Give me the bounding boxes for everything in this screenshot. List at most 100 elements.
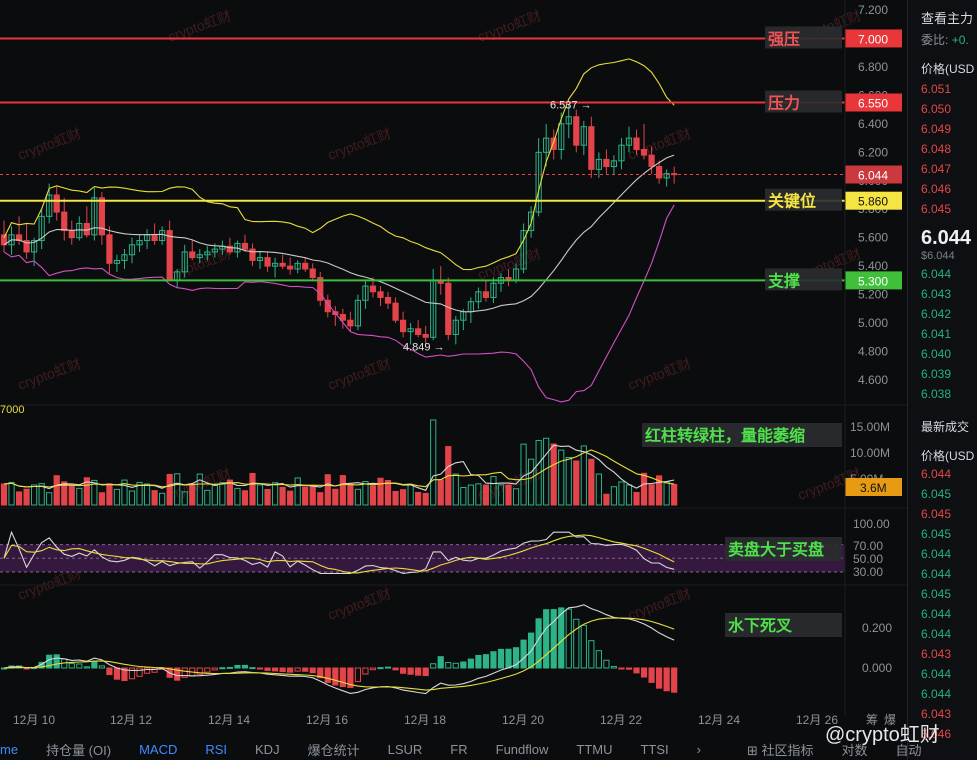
tab-2[interactable]: MACD	[139, 741, 178, 757]
bids-row[interactable]: 6.039	[921, 367, 952, 381]
candle-body	[656, 166, 663, 179]
low-marker: 4.849 →	[403, 342, 445, 354]
asks-row[interactable]: 6.045	[921, 202, 952, 216]
candle-body	[573, 116, 580, 146]
book-title[interactable]: 查看主力	[921, 11, 974, 26]
community-indicators-button[interactable]: ⊞ 社区指标	[747, 742, 814, 758]
macd-bar	[98, 665, 105, 669]
candle-body	[640, 148, 648, 156]
tab-9[interactable]: TTMU	[576, 741, 613, 757]
trades-row[interactable]: 6.045	[921, 527, 952, 541]
trades-row[interactable]: 6.044	[921, 627, 952, 641]
tabs-more-icon[interactable]: ›	[696, 741, 701, 757]
volume-bar	[287, 490, 294, 506]
log-scale-button[interactable]: 对数	[841, 742, 868, 758]
tab-0[interactable]: me	[0, 741, 19, 757]
trades-row[interactable]: 6.044	[921, 567, 952, 581]
tab-10[interactable]: TTSI	[640, 741, 669, 757]
auto-scale-button[interactable]: 自动	[895, 742, 922, 758]
macd-bar	[550, 609, 557, 669]
tab-1[interactable]: 持仓量 (OI)	[46, 742, 112, 758]
side-button: 筹	[866, 713, 878, 727]
asks-row[interactable]: 6.046	[921, 182, 952, 196]
volume-bar	[0, 483, 8, 506]
tab-3[interactable]: RSI	[205, 741, 228, 757]
volume-bar	[189, 484, 196, 506]
last-price-usd: $6.044	[921, 250, 955, 262]
asks-list: 6.051 6.050 6.049 6.048 6.047 6.046 6.045	[908, 79, 977, 219]
tab-8[interactable]: Fundflow	[495, 741, 549, 757]
bids-row[interactable]: 6.041	[921, 327, 952, 341]
macd-bar	[113, 667, 121, 680]
bids-row[interactable]: 6.042	[921, 307, 952, 321]
bids-row[interactable]: 6.040	[921, 347, 952, 361]
ratio-label: 委比:	[921, 33, 949, 47]
asks-row[interactable]: 6.048	[921, 142, 952, 156]
candle-body	[580, 126, 587, 146]
volume-bar	[151, 490, 158, 506]
price-axis-label: 6.400	[858, 117, 888, 131]
volume-axis-label: 15.00M	[850, 420, 890, 434]
candle-body	[302, 262, 309, 270]
trades-row[interactable]: 6.043	[921, 707, 952, 721]
asks-row[interactable]: 6.049	[921, 122, 952, 136]
volume-bar	[174, 473, 181, 506]
volume-bar	[106, 483, 113, 506]
date-axis-label: 12月 22	[600, 713, 642, 727]
macd-bar	[656, 667, 663, 689]
trades-row[interactable]: 6.044	[921, 687, 952, 701]
volume-bar	[324, 474, 331, 506]
tab-5[interactable]: 爆仓统计	[307, 742, 360, 758]
bids-row[interactable]: 6.044	[921, 267, 952, 281]
macd-bar	[219, 667, 226, 670]
volume-bar	[128, 490, 136, 506]
candle-body	[31, 240, 38, 253]
volume-bar	[83, 477, 90, 506]
asks-row[interactable]: 6.047	[921, 162, 952, 176]
candle-body	[324, 299, 331, 313]
rsi-axis-label: 100.00	[853, 517, 890, 531]
candle-body	[399, 319, 407, 333]
trades-row[interactable]: 6.046	[921, 727, 952, 741]
rsi-note: 卖盘大于买盘	[728, 540, 824, 559]
bids-row[interactable]: 6.043	[921, 287, 952, 301]
volume-bar	[580, 445, 587, 506]
macd-bar	[332, 667, 339, 686]
date-axis-label: 12月 18	[404, 713, 446, 727]
volume-bar	[309, 486, 316, 506]
trades-row[interactable]: 6.045	[921, 587, 952, 601]
volume-bar	[640, 472, 648, 506]
volume-bar	[460, 486, 467, 506]
tab-4[interactable]: KDJ	[255, 741, 280, 757]
trades-row[interactable]: 6.043	[921, 647, 952, 661]
trades-row[interactable]: 6.045	[921, 487, 952, 501]
candle-body	[588, 126, 595, 170]
trades-row[interactable]: 6.044	[921, 547, 952, 561]
asks-row[interactable]: 6.051	[921, 82, 952, 96]
candle-body	[249, 248, 256, 261]
volume-bar	[264, 488, 271, 506]
level-label: 支撑	[767, 271, 800, 290]
trades-row[interactable]: 6.044	[921, 667, 952, 681]
trades-row[interactable]: 6.045	[921, 507, 952, 521]
candle-body	[610, 160, 618, 168]
trades-row[interactable]: 6.044	[921, 607, 952, 621]
trades-row[interactable]: 6.044	[921, 467, 952, 481]
volume-bar	[294, 477, 301, 506]
candle-body	[23, 240, 30, 253]
macd-bar	[520, 639, 527, 669]
macd-bar	[573, 618, 580, 669]
bids-row[interactable]: 6.038	[921, 387, 952, 401]
tab-6[interactable]: LSUR	[387, 741, 423, 757]
volume-bar	[68, 485, 75, 506]
macd-bar	[512, 647, 520, 669]
asks-row[interactable]: 6.050	[921, 102, 952, 116]
level-price-tag	[845, 191, 902, 210]
macd-bar	[407, 667, 414, 675]
trades-title[interactable]: 最新成交	[921, 420, 970, 434]
level-price-tag	[845, 93, 902, 112]
volume-bar	[497, 484, 505, 506]
tab-7[interactable]: FR	[450, 741, 468, 757]
volume-bar	[279, 486, 286, 506]
